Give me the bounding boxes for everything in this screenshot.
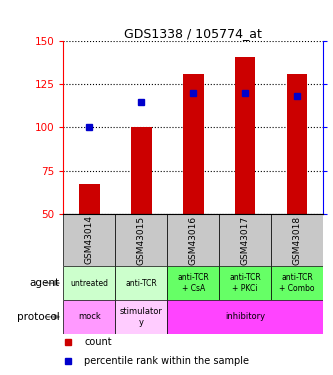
- Text: count: count: [84, 337, 112, 347]
- Bar: [63, 266, 115, 300]
- Text: anti-TCR: anti-TCR: [125, 279, 157, 288]
- Text: agent: agent: [30, 278, 60, 288]
- Bar: [63, 214, 115, 266]
- Text: percentile rank within the sample: percentile rank within the sample: [84, 356, 249, 366]
- Bar: [183, 74, 203, 214]
- Bar: [219, 214, 271, 266]
- Title: GDS1338 / 105774_at: GDS1338 / 105774_at: [124, 27, 262, 40]
- Text: anti-TCR
+ Combo: anti-TCR + Combo: [279, 273, 315, 293]
- Bar: [271, 266, 323, 300]
- Bar: [131, 128, 152, 214]
- Text: anti-TCR
+ PKCi: anti-TCR + PKCi: [229, 273, 261, 293]
- Bar: [115, 266, 167, 300]
- Text: inhibitory: inhibitory: [225, 312, 265, 321]
- Bar: [287, 74, 307, 214]
- Text: GSM43016: GSM43016: [188, 215, 198, 265]
- Bar: [167, 300, 323, 334]
- Bar: [79, 184, 100, 214]
- Text: protocol: protocol: [17, 312, 60, 322]
- Bar: [271, 214, 323, 266]
- Bar: [235, 57, 255, 214]
- Text: untreated: untreated: [70, 279, 108, 288]
- Bar: [219, 266, 271, 300]
- Bar: [63, 300, 115, 334]
- Text: GSM43018: GSM43018: [292, 215, 302, 265]
- Bar: [115, 214, 167, 266]
- Text: GSM43017: GSM43017: [240, 215, 250, 265]
- Text: anti-TCR
+ CsA: anti-TCR + CsA: [177, 273, 209, 293]
- Text: mock: mock: [78, 312, 101, 321]
- Bar: [167, 266, 219, 300]
- Text: GSM43014: GSM43014: [85, 216, 94, 264]
- Bar: [115, 300, 167, 334]
- Bar: [167, 214, 219, 266]
- Text: stimulator
y: stimulator y: [120, 307, 163, 327]
- Text: GSM43015: GSM43015: [137, 215, 146, 265]
